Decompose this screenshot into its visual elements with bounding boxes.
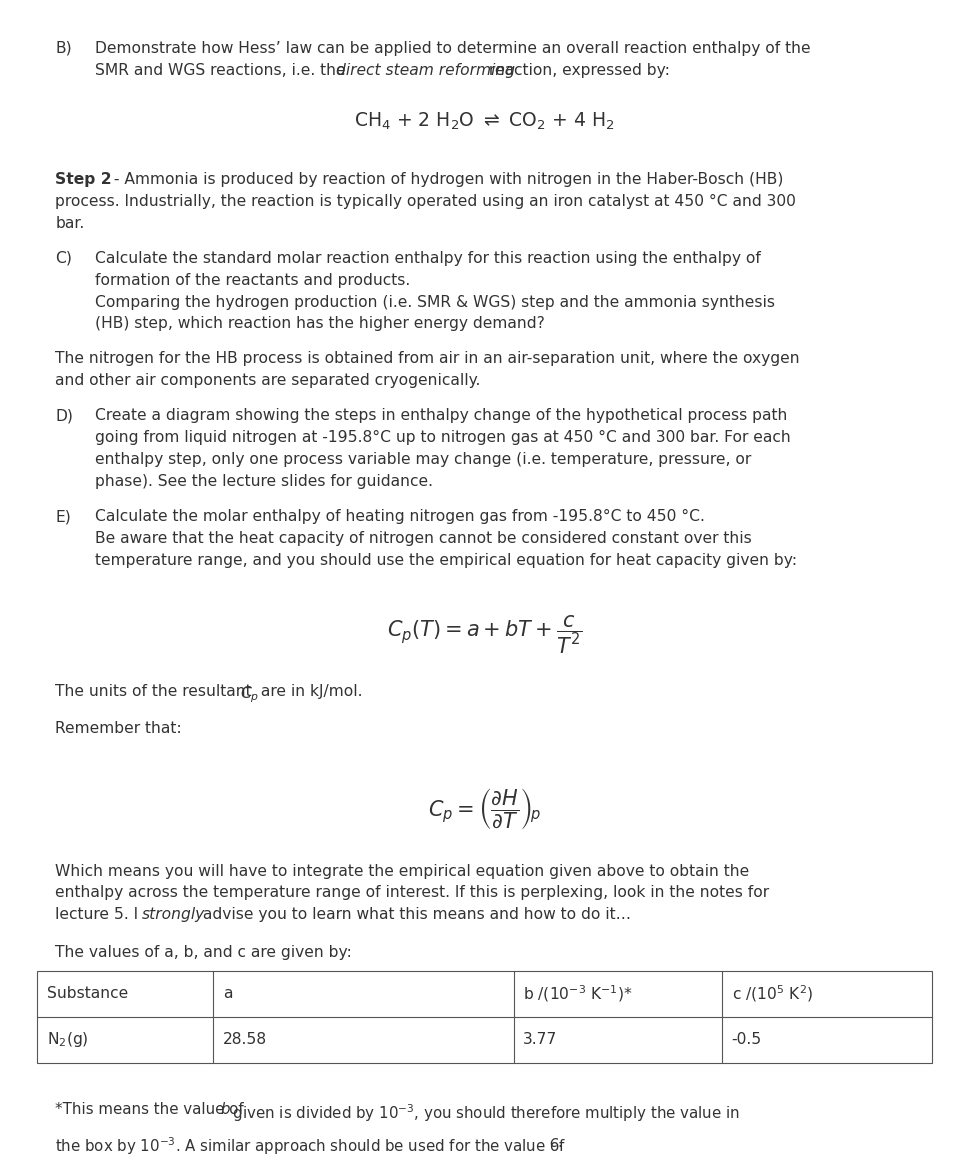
Text: 28.58: 28.58 <box>223 1032 267 1048</box>
Text: The nitrogen for the HB process is obtained from air in an air-separation unit, : The nitrogen for the HB process is obtai… <box>55 352 799 367</box>
Text: given is divided by 10$^{-3}$, you should therefore multiply the value in: given is divided by 10$^{-3}$, you shoul… <box>228 1102 739 1123</box>
Text: $C_p$: $C_p$ <box>240 684 260 704</box>
Text: Remember that:: Remember that: <box>55 722 182 737</box>
Text: SMR and WGS reactions, i.e. the: SMR and WGS reactions, i.e. the <box>95 63 351 78</box>
Text: E): E) <box>55 509 71 524</box>
Text: direct steam reforming: direct steam reforming <box>336 63 516 78</box>
Text: The values of a, b, and c are given by:: The values of a, b, and c are given by: <box>55 944 352 959</box>
Text: $C_p(T) = a + bT + \dfrac{c}{T^2}$: $C_p(T) = a + bT + \dfrac{c}{T^2}$ <box>387 615 582 656</box>
Text: reaction, expressed by:: reaction, expressed by: <box>484 63 670 78</box>
Text: a: a <box>223 986 233 1001</box>
Text: phase). See the lecture slides for guidance.: phase). See the lecture slides for guida… <box>95 474 433 489</box>
Text: Which means you will have to integrate the empirical equation given above to obt: Which means you will have to integrate t… <box>55 864 749 879</box>
Text: Calculate the molar enthalpy of heating nitrogen gas from -195.8°C to 450 °C.: Calculate the molar enthalpy of heating … <box>95 509 704 524</box>
Text: formation of the reactants and products.: formation of the reactants and products. <box>95 272 410 288</box>
Text: B): B) <box>55 41 72 56</box>
Text: D): D) <box>55 409 73 424</box>
Text: Create a diagram showing the steps in enthalpy change of the hypothetical proces: Create a diagram showing the steps in en… <box>95 409 788 424</box>
Text: process. Industrially, the reaction is typically operated using an iron catalyst: process. Industrially, the reaction is t… <box>55 194 797 210</box>
Text: lecture 5. I: lecture 5. I <box>55 907 143 922</box>
Text: Step 2: Step 2 <box>55 172 111 187</box>
Text: are in kJ/mol.: are in kJ/mol. <box>256 684 362 700</box>
Text: advise you to learn what this means and how to do it…: advise you to learn what this means and … <box>198 907 631 922</box>
Text: bar.: bar. <box>55 215 84 230</box>
Text: strongly: strongly <box>141 907 204 922</box>
Text: (HB) step, which reaction has the higher energy demand?: (HB) step, which reaction has the higher… <box>95 317 545 332</box>
Text: .: . <box>557 1135 562 1150</box>
Text: *This means the value of: *This means the value of <box>55 1102 249 1117</box>
Text: 3.77: 3.77 <box>523 1032 557 1048</box>
Text: N$_2$(g): N$_2$(g) <box>47 1030 88 1049</box>
Bar <box>37 971 932 1063</box>
Text: CH$_4$ + 2 H$_2$O $\rightleftharpoons$ CO$_2$ + 4 H$_2$: CH$_4$ + 2 H$_2$O $\rightleftharpoons$ C… <box>355 111 614 132</box>
Text: and other air components are separated cryogenically.: and other air components are separated c… <box>55 374 481 389</box>
Text: The units of the resultant: The units of the resultant <box>55 684 257 700</box>
Text: going from liquid nitrogen at -195.8°C up to nitrogen gas at 450 °C and 300 bar.: going from liquid nitrogen at -195.8°C u… <box>95 431 791 446</box>
Text: b: b <box>220 1102 230 1117</box>
Text: C): C) <box>55 250 72 265</box>
Text: Calculate the standard molar reaction enthalpy for this reaction using the entha: Calculate the standard molar reaction en… <box>95 250 761 265</box>
Text: -0.5: -0.5 <box>732 1032 762 1048</box>
Text: $C_p = \left(\dfrac{\partial H}{\partial T}\right)_{\!p}$: $C_p = \left(\dfrac{\partial H}{\partial… <box>427 787 542 831</box>
Text: c /(10$^{5}$ K$^{2}$): c /(10$^{5}$ K$^{2}$) <box>732 984 813 1005</box>
Text: temperature range, and you should use the empirical equation for heat capacity g: temperature range, and you should use th… <box>95 553 797 568</box>
Text: - Ammonia is produced by reaction of hydrogen with nitrogen in the Haber-Bosch (: - Ammonia is produced by reaction of hyd… <box>109 172 784 187</box>
Text: the box by 10$^{-3}$. A similar approach should be used for the value of: the box by 10$^{-3}$. A similar approach… <box>55 1135 566 1157</box>
Text: c: c <box>549 1135 558 1150</box>
Text: enthalpy across the temperature range of interest. If this is perplexing, look i: enthalpy across the temperature range of… <box>55 886 769 901</box>
Text: Comparing the hydrogen production (i.e. SMR & WGS) step and the ammonia synthesi: Comparing the hydrogen production (i.e. … <box>95 294 775 310</box>
Text: Substance: Substance <box>47 986 128 1001</box>
Text: Demonstrate how Hess’ law can be applied to determine an overall reaction enthal: Demonstrate how Hess’ law can be applied… <box>95 41 811 56</box>
Text: b /(10$^{-3}$ K$^{-1}$)*: b /(10$^{-3}$ K$^{-1}$)* <box>523 984 633 1005</box>
Text: enthalpy step, only one process variable may change (i.e. temperature, pressure,: enthalpy step, only one process variable… <box>95 452 751 467</box>
Text: Be aware that the heat capacity of nitrogen cannot be considered constant over t: Be aware that the heat capacity of nitro… <box>95 531 752 546</box>
